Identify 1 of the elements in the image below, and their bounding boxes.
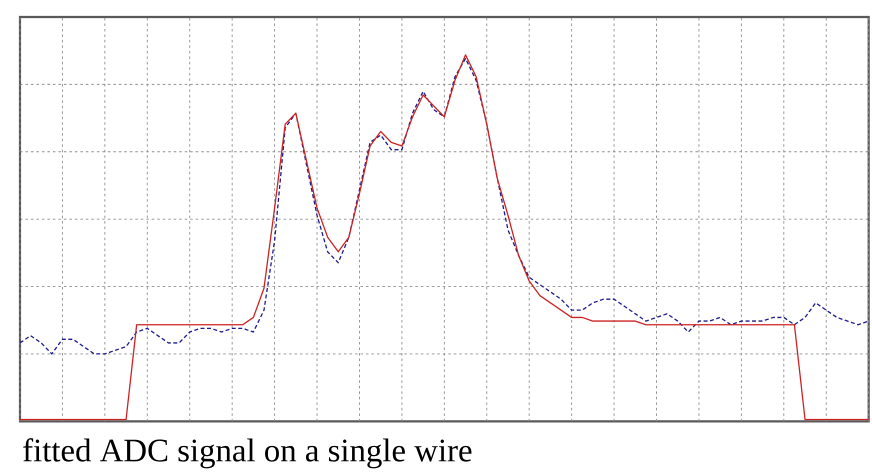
text: fitted ADC signal on a single wire — [23, 438, 472, 468]
